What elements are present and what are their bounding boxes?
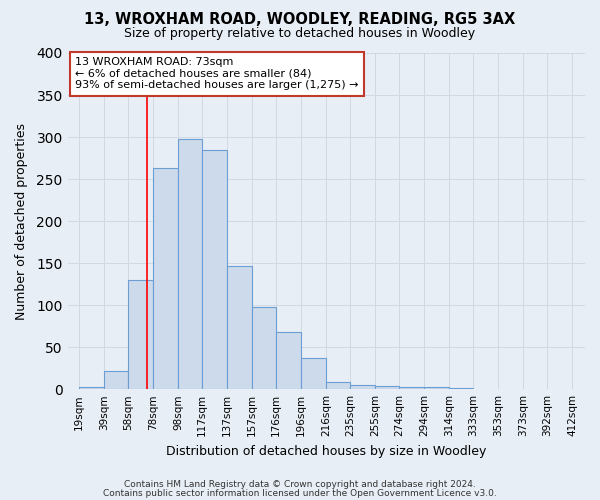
Bar	[350, 385, 375, 389]
Text: Contains public sector information licensed under the Open Government Licence v3: Contains public sector information licen…	[103, 488, 497, 498]
Bar	[375, 386, 399, 389]
Bar	[128, 280, 153, 389]
Bar	[301, 358, 326, 389]
Bar	[424, 388, 449, 389]
Bar	[153, 168, 178, 389]
Bar	[104, 370, 128, 389]
Text: Contains HM Land Registry data © Crown copyright and database right 2024.: Contains HM Land Registry data © Crown c…	[124, 480, 476, 489]
Bar	[399, 386, 424, 389]
Bar	[326, 382, 350, 389]
Bar	[252, 307, 276, 389]
X-axis label: Distribution of detached houses by size in Woodley: Distribution of detached houses by size …	[166, 444, 487, 458]
Bar	[202, 150, 227, 389]
Bar	[79, 388, 104, 389]
Bar	[276, 332, 301, 389]
Text: 13 WROXHAM ROAD: 73sqm
← 6% of detached houses are smaller (84)
93% of semi-deta: 13 WROXHAM ROAD: 73sqm ← 6% of detached …	[75, 57, 359, 90]
Bar	[449, 388, 473, 389]
Bar	[178, 138, 202, 389]
Text: Size of property relative to detached houses in Woodley: Size of property relative to detached ho…	[124, 28, 476, 40]
Y-axis label: Number of detached properties: Number of detached properties	[15, 122, 28, 320]
Bar	[227, 266, 252, 389]
Text: 13, WROXHAM ROAD, WOODLEY, READING, RG5 3AX: 13, WROXHAM ROAD, WOODLEY, READING, RG5 …	[85, 12, 515, 28]
